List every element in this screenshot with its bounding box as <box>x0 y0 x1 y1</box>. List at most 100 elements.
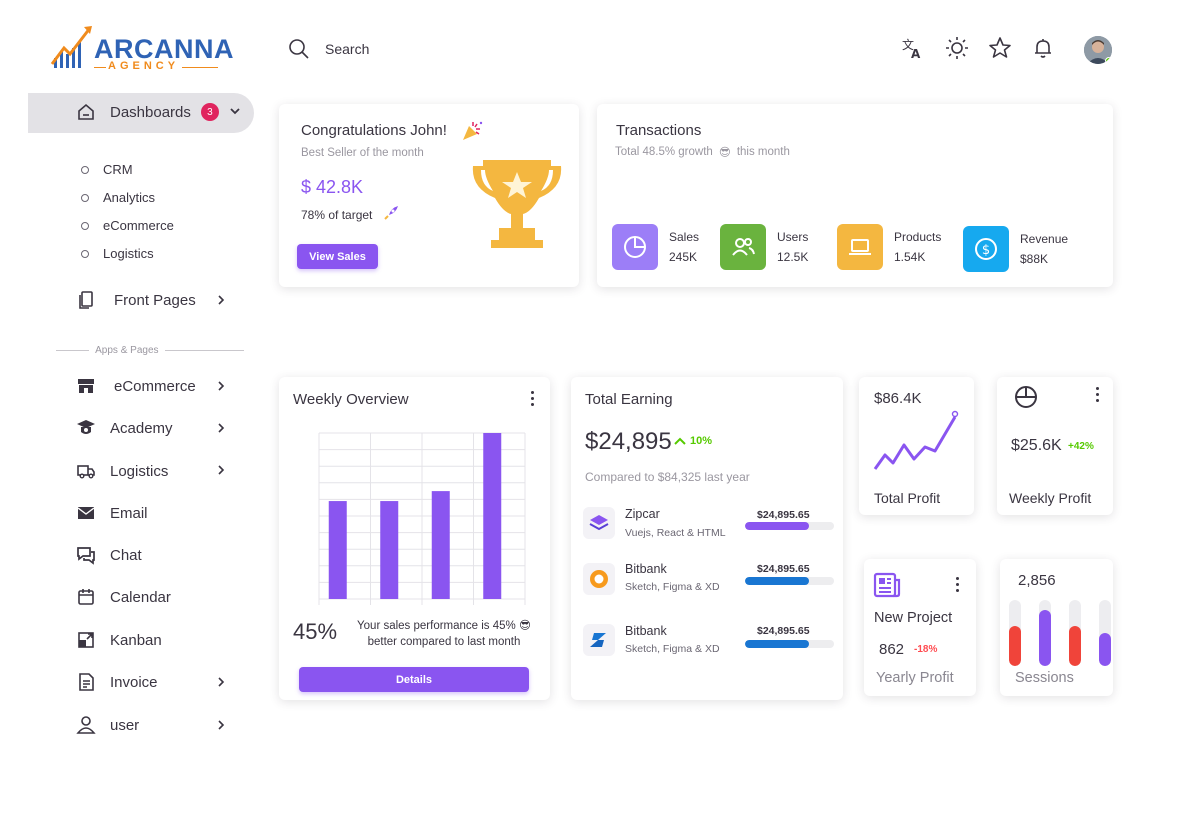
chevron-right-icon <box>214 293 228 307</box>
sidebar-item-label: Email <box>110 504 148 522</box>
bullet-icon <box>81 193 89 202</box>
bullet-icon <box>81 221 89 230</box>
sun-icon[interactable] <box>945 36 969 60</box>
sidebar-item-logistics[interactable]: Logistics <box>76 460 168 482</box>
star-icon[interactable] <box>988 36 1012 60</box>
earning-row-amount: $24,895.65 <box>757 625 810 637</box>
transactions-title: Transactions <box>616 122 702 139</box>
party-popper-icon <box>461 120 483 147</box>
sidebar-item-calendar[interactable]: Calendar <box>76 586 171 608</box>
congrats-card: Congratulations John! Best Seller of the… <box>279 104 579 287</box>
more-vertical-icon[interactable] <box>1096 387 1100 405</box>
chart-bar <box>328 501 347 599</box>
sidebar-item-label: Calendar <box>110 588 171 606</box>
total-earning-card: Total Earning $24,895 10% Compared to $8… <box>571 377 843 700</box>
stat-label: Revenue <box>1020 232 1069 246</box>
new-project-card: New Project 862 -18% Yearly Profit <box>864 559 976 696</box>
earning-row-name: Bitbank <box>625 562 667 576</box>
chat-icon <box>76 545 96 565</box>
bitbank-logo-icon <box>583 563 615 595</box>
svg-text:文: 文 <box>902 37 914 52</box>
stat-products: Products 1.54K <box>837 224 941 270</box>
total-profit-label: Total Profit <box>874 490 941 506</box>
sidebar-item-email[interactable]: Email <box>76 502 148 524</box>
congrats-target: 78% of target <box>301 208 373 222</box>
earning-row-sub: Vuejs, React & HTML <box>625 527 726 539</box>
sessions-card: 2,856 Sessions <box>1000 559 1113 696</box>
weekly-bar-chart <box>318 432 526 605</box>
sidebar-item-label: Dashboards <box>110 103 191 121</box>
session-bar-track <box>1099 600 1111 666</box>
search-input[interactable]: Search <box>325 41 370 57</box>
sidebar-item-invoice[interactable]: Invoice <box>76 671 158 693</box>
sidebar-subitem-ecommerce[interactable]: eCommerce <box>81 218 174 233</box>
sidebar-subitem-logistics[interactable]: Logistics <box>81 246 154 261</box>
pages-icon <box>76 290 96 310</box>
brand-logo[interactable]: ARCANNA AGENCY <box>50 24 234 74</box>
earning-row-sub: Sketch, Figma & XD <box>625 643 720 655</box>
stat-value: $88K <box>1020 252 1049 266</box>
sidebar-item-ecommerce[interactable]: eCommerce <box>76 375 196 397</box>
view-sales-button[interactable]: View Sales <box>297 244 378 269</box>
new-project-title: New Project <box>874 610 953 626</box>
sidebar-item-user[interactable]: user <box>76 714 139 736</box>
earning-row-sub: Sketch, Figma & XD <box>625 581 720 593</box>
earning-change: 10% <box>673 435 712 447</box>
congrats-amount: $ 42.8K <box>301 177 364 197</box>
stat-label: Sales <box>669 230 700 244</box>
sidebar-item-label: Academy <box>110 419 173 437</box>
sidebar-item-kanban[interactable]: Kanban <box>76 629 162 651</box>
sidebar-item-academy[interactable]: Academy <box>76 417 173 439</box>
weekly-profit-value: $25.6K <box>1011 437 1062 454</box>
total-profit-value: $86.4K <box>874 390 922 407</box>
pie-chart-icon <box>1013 384 1039 415</box>
sidebar-subitem-label: CRM <box>103 162 133 177</box>
search-icon[interactable] <box>288 38 310 65</box>
session-bar-fill <box>1009 626 1021 666</box>
more-vertical-icon[interactable] <box>956 577 960 595</box>
sidebar-item-dashboards[interactable]: Dashboards 3 <box>76 101 241 123</box>
zipcar-logo-icon <box>583 507 615 539</box>
bell-icon[interactable] <box>1031 36 1055 60</box>
earning-title: Total Earning <box>585 391 673 408</box>
avatar[interactable] <box>1084 36 1112 64</box>
sidebar-subitem-label: eCommerce <box>103 218 174 233</box>
sidebar-item-chat[interactable]: Chat <box>76 544 142 566</box>
brand-name: ARCANNA <box>94 34 234 64</box>
details-button[interactable]: Details <box>299 667 529 692</box>
transactions-growth-text: Total 48.5% growth <box>615 146 713 158</box>
sidebar-subitem-label: Analytics <box>103 190 156 205</box>
chevron-up-icon <box>674 437 686 445</box>
stat-label: Products <box>894 230 942 244</box>
session-bar-fill <box>1039 609 1051 666</box>
stat-label: Users <box>777 230 809 244</box>
home-icon <box>76 102 96 122</box>
calendar-icon <box>76 587 96 607</box>
dashboards-count-badge: 3 <box>200 103 219 121</box>
chart-bar <box>483 433 502 599</box>
earning-progress-fill <box>745 577 810 585</box>
congrats-title: Congratulations John! <box>301 122 447 139</box>
weekly-profit-change: +42% <box>1068 441 1094 452</box>
section-label-text: Apps & Pages <box>95 344 159 356</box>
weekly-overview-card: Weekly Overview 45% Your sales performan… <box>279 377 550 700</box>
transactions-growth: Total 48.5% growth 😎 this month <box>615 145 790 159</box>
more-vertical-icon[interactable] <box>531 391 535 409</box>
brand-sub-line-left <box>94 67 106 68</box>
sidebar-item-label: Invoice <box>110 673 158 691</box>
sidebar-subitem-analytics[interactable]: Analytics <box>81 190 155 205</box>
sidebar-item-label: Logistics <box>110 462 169 480</box>
sidebar-subitem-crm[interactable]: CRM <box>81 162 133 177</box>
mail-icon <box>76 503 96 523</box>
chevron-right-icon <box>214 421 228 435</box>
weekly-summary-line1: Your sales performance is 45% 😎 <box>357 620 531 632</box>
online-status-dot <box>1105 57 1112 64</box>
sunglasses-emoji-icon: 😎 <box>718 147 731 159</box>
sidebar-item-label: Front Pages <box>114 291 196 309</box>
weekly-profit-label: Weekly Profit <box>1009 490 1092 506</box>
store-icon <box>76 376 96 396</box>
sidebar-item-front-pages[interactable]: Front Pages <box>76 289 196 311</box>
earning-progress-fill <box>745 640 810 648</box>
stat-sales: Sales 245K <box>612 224 699 270</box>
